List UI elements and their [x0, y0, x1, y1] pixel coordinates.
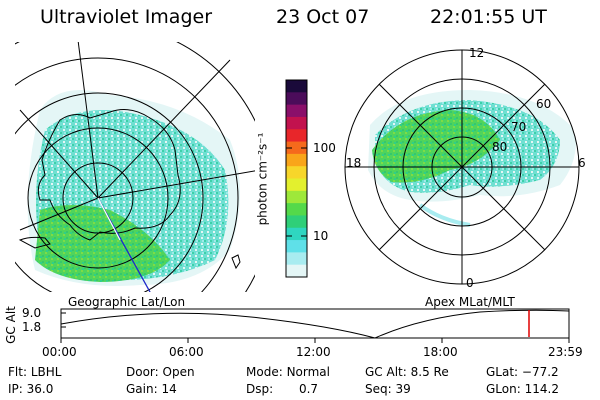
mlat-label-80: 80: [492, 140, 508, 154]
status-gain-label: Gain:: [126, 382, 158, 396]
xtick-0600: 06:00: [169, 345, 204, 359]
status-mode: Mode: Normal: [246, 365, 330, 379]
status-door-label: Door:: [126, 365, 159, 379]
status-seq-value: 39: [395, 382, 411, 396]
xtick-0000: 00:00: [42, 345, 77, 359]
status-glon-value: 114.2: [524, 382, 559, 396]
colorbar-band: [286, 129, 307, 143]
status-gain: Gain: 14: [126, 382, 177, 396]
colorbar-band: [286, 153, 307, 167]
status-glat-value: −77.2: [521, 365, 559, 379]
status-glat-label: GLat:: [486, 365, 519, 379]
status-mode-label: Mode:: [246, 365, 283, 379]
colorbar-band: [286, 203, 307, 216]
colorbar-band: [286, 92, 307, 106]
status-flt: Flt: LBHL: [8, 365, 61, 379]
status-gain-value: 14: [161, 382, 177, 396]
colorbar-band: [286, 166, 307, 179]
altitude-ylabel: GC Alt: [3, 306, 18, 344]
status-gc-alt-label: GC Alt:: [365, 365, 407, 379]
status-dsp-label: Dsp:: [246, 382, 274, 396]
mlat-label-70: 70: [511, 120, 527, 134]
colorbar-tick-100: 100: [313, 141, 336, 155]
colorbar-band: [286, 252, 307, 266]
status-seq-label: Seq:: [365, 382, 392, 396]
status-glon: GLon: 114.2: [486, 382, 559, 396]
status-ip-value: 36.0: [26, 382, 54, 396]
time-label: 22:01:55 UT: [430, 6, 547, 28]
status-dsp-value: 0.7: [298, 382, 319, 396]
colorbar-tick-10: 10: [313, 229, 329, 243]
mlt-label-6: 6: [578, 156, 586, 170]
status-glon-label: GLon:: [486, 382, 521, 396]
altitude-ytick-9: 9.0: [22, 306, 42, 320]
status-mode-value: Normal: [286, 365, 330, 379]
status-door-value: Open: [162, 365, 195, 379]
altitude-ytick-1-8: 1.8: [22, 320, 42, 334]
mlt-label-12: 12: [469, 46, 485, 60]
status-flt-value: LBHL: [30, 365, 62, 379]
colorbar-band: [286, 227, 307, 241]
apex-caption: Apex MLat/MLT: [425, 295, 515, 309]
mlt-label-18: 18: [346, 156, 362, 170]
xtick-1200: 12:00: [296, 345, 331, 359]
geographic-map: [15, 42, 255, 292]
status-ip-label: IP:: [8, 382, 23, 396]
status-glat: GLat: −77.2: [486, 365, 559, 379]
colorbar-band: [286, 141, 307, 155]
colorbar-band: [286, 116, 307, 130]
instrument-title: Ultraviolet Imager: [40, 6, 213, 28]
colorbar-band: [286, 264, 307, 278]
status-flt-label: Flt:: [8, 365, 27, 379]
status-gc-alt: GC Alt: 8.5 Re: [365, 365, 449, 379]
geographic-caption: Geographic Lat/Lon: [68, 295, 186, 309]
status-door: Door: Open: [126, 365, 195, 379]
xtick-1800: 18:00: [423, 345, 458, 359]
colorbar-band: [286, 80, 307, 93]
altitude-plot: [60, 308, 570, 343]
status-dsp: Dsp: 0.7: [246, 382, 318, 396]
color-bar: [286, 80, 307, 278]
status-seq: Seq: 39: [365, 382, 411, 396]
colorbar-band: [286, 240, 307, 253]
mlt-label-0: 0: [466, 276, 474, 290]
colorbar-band: [286, 178, 307, 192]
date-label: 23 Oct 07: [276, 6, 370, 28]
colorbar-band: [286, 104, 307, 118]
colorbar-band: [286, 190, 307, 204]
status-gc-alt-value: 8.5 Re: [410, 365, 449, 379]
status-ip: IP: 36.0: [8, 382, 53, 396]
mlat-label-60: 60: [536, 97, 552, 111]
mlat-mlt-map: [344, 49, 580, 285]
colorbar-band: [286, 215, 307, 229]
xtick-2359: 23:59: [548, 345, 583, 359]
colorbar-unit-label: photon cm⁻²s⁻¹: [255, 132, 270, 226]
